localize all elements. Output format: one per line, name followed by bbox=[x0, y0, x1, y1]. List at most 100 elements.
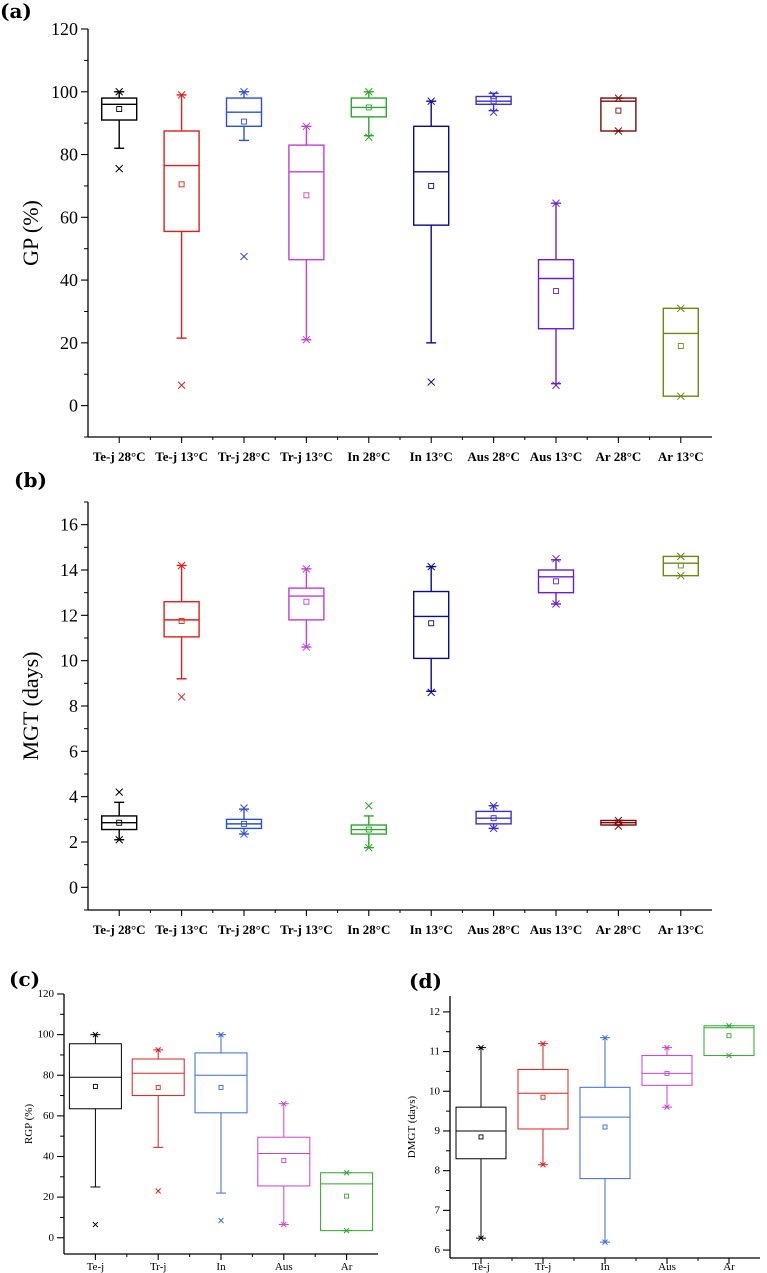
max-marker bbox=[343, 1169, 350, 1176]
max-marker bbox=[177, 561, 186, 570]
y-tick-label: 8 bbox=[435, 1165, 441, 1177]
x-category-label: Tr-j bbox=[150, 1261, 167, 1273]
max-marker bbox=[240, 804, 248, 812]
y-axis-title: MGT (days) bbox=[18, 652, 43, 761]
max-marker bbox=[364, 87, 373, 96]
x-category-label: Te-j 13°C bbox=[155, 922, 208, 937]
min-marker bbox=[676, 392, 685, 401]
y-tick-label: 100 bbox=[38, 1029, 55, 1041]
chart-panel-b: (b) 0 2 4 6 8 10 12 14 16 MGT (days) Te-j 28°C Te-j … bbox=[14, 468, 712, 937]
y-tick-label: 8 bbox=[69, 696, 78, 716]
box-plot bbox=[288, 122, 325, 344]
iqr-box bbox=[600, 97, 637, 132]
x-category-label: Aus bbox=[658, 1261, 676, 1273]
max-marker bbox=[552, 554, 560, 563]
x-category-label: Aus bbox=[275, 1261, 293, 1273]
min-marker bbox=[177, 693, 186, 701]
max-marker bbox=[540, 1040, 546, 1047]
x-category-label: Tr-j 28°C bbox=[218, 449, 271, 464]
mean-marker bbox=[615, 107, 622, 114]
y-tick-label: 100 bbox=[51, 82, 78, 102]
max-marker bbox=[478, 1044, 484, 1051]
min-marker bbox=[489, 824, 498, 833]
y-tick-label: 4 bbox=[69, 787, 78, 807]
min-marker bbox=[614, 822, 623, 830]
mean-marker bbox=[428, 182, 435, 189]
box-plot bbox=[600, 94, 637, 135]
max-marker bbox=[552, 199, 560, 208]
max-marker bbox=[489, 91, 498, 99]
min-marker bbox=[115, 835, 124, 844]
mean-marker bbox=[92, 1083, 98, 1089]
min-marker bbox=[343, 1227, 350, 1234]
max-marker bbox=[676, 552, 685, 561]
iqr-box bbox=[288, 144, 325, 261]
x-category-label: Ar bbox=[341, 1261, 353, 1273]
box-plot bbox=[455, 1044, 507, 1242]
y-tick-label: 120 bbox=[51, 19, 78, 39]
y-tick-label: 20 bbox=[43, 1191, 55, 1203]
mean-marker bbox=[116, 106, 123, 112]
max-marker bbox=[280, 1100, 287, 1107]
y-tick-label: 12 bbox=[429, 1006, 440, 1018]
y-tick-label: 11 bbox=[429, 1046, 440, 1058]
max-marker bbox=[177, 91, 186, 99]
min-marker bbox=[280, 1221, 287, 1228]
mean-marker bbox=[241, 820, 247, 827]
x-category-label: Ar 28°C bbox=[596, 922, 642, 937]
min-marker bbox=[664, 1104, 670, 1111]
panel-letter: (a) bbox=[0, 0, 32, 23]
mean-marker bbox=[553, 288, 559, 295]
max-marker bbox=[726, 1022, 732, 1029]
y-tick-label: 14 bbox=[60, 560, 78, 580]
max-marker bbox=[155, 1047, 162, 1053]
max-marker bbox=[364, 801, 373, 810]
box-plot bbox=[194, 1031, 248, 1224]
mean-marker bbox=[155, 1084, 161, 1090]
y-tick-label: 2 bbox=[69, 832, 78, 852]
x-category-label: Ar 13°C bbox=[658, 922, 704, 937]
iqr-box bbox=[194, 1052, 248, 1114]
max-marker bbox=[302, 565, 311, 573]
x-category-label: Tr-j 13°C bbox=[280, 922, 333, 937]
mean-marker bbox=[553, 578, 559, 585]
iqr-box bbox=[131, 1058, 185, 1097]
iqr-box bbox=[703, 1025, 755, 1057]
mean-marker bbox=[664, 1070, 670, 1076]
max-marker bbox=[115, 788, 124, 796]
y-tick-label: 0 bbox=[49, 1232, 55, 1244]
box-plot bbox=[703, 1022, 755, 1059]
box-plot bbox=[163, 561, 200, 701]
panel-letter: (d) bbox=[409, 969, 442, 993]
mean-marker bbox=[178, 181, 185, 188]
x-category-label: In bbox=[216, 1261, 226, 1273]
box-plot bbox=[475, 801, 512, 833]
max-marker bbox=[240, 87, 248, 96]
x-category-label: Te-j 13°C bbox=[155, 449, 208, 464]
min-marker bbox=[427, 688, 436, 697]
min-marker bbox=[478, 1235, 484, 1242]
min-marker bbox=[489, 108, 498, 117]
min-marker bbox=[676, 571, 685, 580]
box-plot bbox=[662, 552, 699, 580]
max-marker bbox=[427, 562, 436, 571]
min-marker bbox=[614, 127, 623, 135]
max-marker bbox=[92, 1031, 99, 1038]
min-marker bbox=[240, 830, 248, 838]
box-plot bbox=[600, 816, 637, 830]
min-marker bbox=[115, 164, 124, 173]
max-marker bbox=[614, 816, 623, 825]
min-marker bbox=[552, 600, 560, 608]
iqr-box bbox=[475, 95, 512, 106]
y-tick-label: 120 bbox=[38, 988, 55, 1000]
box-plot bbox=[537, 554, 575, 608]
min-marker bbox=[177, 381, 186, 390]
min-marker bbox=[364, 843, 373, 852]
x-category-label: Aus 13°C bbox=[530, 449, 583, 464]
y-tick-label: 20 bbox=[60, 333, 78, 353]
panel-letter: (b) bbox=[14, 468, 47, 492]
max-marker bbox=[218, 1031, 224, 1038]
min-marker bbox=[364, 133, 373, 142]
y-axis-title: DMGT (days) bbox=[406, 1095, 418, 1158]
